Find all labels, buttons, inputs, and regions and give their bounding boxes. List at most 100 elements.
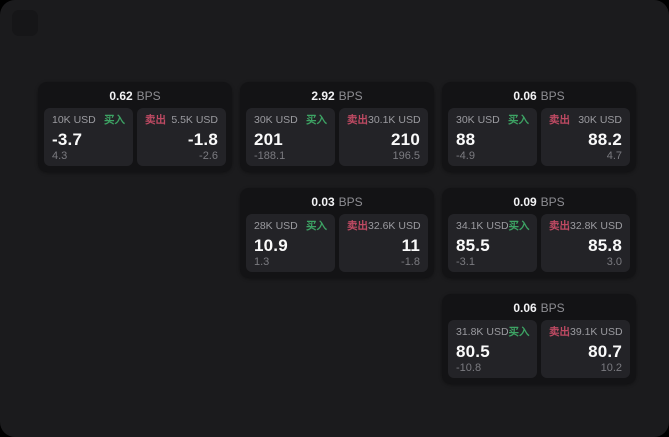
- buy-side-label: 买入: [508, 114, 529, 126]
- buy-side-label: 买入: [104, 114, 125, 126]
- spread-unit: BPS: [540, 89, 565, 103]
- sell-panel-top: 卖出 39.1K USD: [549, 326, 623, 339]
- buy-delta: -3.1: [456, 256, 475, 268]
- quote-card-2: 2.92 BPS 30K USD 买入 201 -188.1 卖出 30.1K U…: [240, 82, 434, 172]
- sell-delta: -2.6: [199, 150, 218, 162]
- buy-side-label: 买入: [306, 114, 327, 126]
- buy-side-label: 买入: [508, 326, 530, 338]
- sell-panel-top: 卖出 30.1K USD: [347, 114, 421, 127]
- quote-card-5: 0.09 BPS 34.1K USD 买入 85.5 -3.1 卖出 32.8K …: [442, 188, 636, 278]
- buy-amount: 34.1K USD: [456, 220, 509, 232]
- sell-amount: 30.1K USD: [368, 114, 421, 126]
- buy-sell-panels: 34.1K USD 买入 85.5 -3.1 卖出 32.8K USD 85.8…: [448, 214, 630, 272]
- sell-delta: -1.8: [401, 256, 420, 268]
- quote-card-3: 0.06 BPS 30K USD 买入 88 -4.9 卖出 30K USD: [442, 82, 636, 172]
- sell-delta: 4.7: [606, 150, 622, 162]
- spread-header: 0.06 BPS: [448, 87, 630, 108]
- buy-price: 80.5: [456, 342, 490, 361]
- spread-header: 0.03 BPS: [246, 193, 428, 214]
- sell-delta: 10.2: [600, 362, 622, 374]
- spread-header: 0.62 BPS: [44, 87, 226, 108]
- sell-amount: 39.1K USD: [570, 326, 623, 338]
- sell-panel-top: 卖出 30K USD: [549, 114, 622, 127]
- buy-panel-top: 31.8K USD 买入: [456, 326, 530, 339]
- sell-side-label: 卖出: [347, 114, 368, 126]
- buy-panel[interactable]: 31.8K USD 买入 80.5 -10.8: [448, 320, 537, 378]
- spread-unit: BPS: [540, 301, 565, 315]
- sell-delta: 3.0: [606, 256, 622, 268]
- sell-panel-top: 卖出 5.5K USD: [145, 114, 218, 127]
- buy-panel-top: 30K USD 买入: [456, 114, 529, 127]
- spread-value: 0.06: [513, 301, 537, 315]
- buy-panel[interactable]: 10K USD 买入 -3.7 4.3: [44, 108, 133, 166]
- buy-panel[interactable]: 30K USD 买入 201 -188.1: [246, 108, 335, 166]
- spread-header: 0.06 BPS: [448, 299, 630, 320]
- buy-delta: -4.9: [456, 150, 475, 162]
- spread-value: 2.92: [311, 89, 335, 103]
- sell-side-label: 卖出: [549, 326, 570, 338]
- buy-panel-top: 10K USD 买入: [52, 114, 125, 127]
- spread-unit: BPS: [540, 195, 565, 209]
- spread-header: 2.92 BPS: [246, 87, 428, 108]
- quote-card-1: 0.62 BPS 10K USD 买入 -3.7 4.3 卖出 5.5K USD: [38, 82, 232, 172]
- spread-unit: BPS: [136, 89, 161, 103]
- sell-amount: 5.5K USD: [171, 114, 218, 126]
- buy-price: -3.7: [52, 130, 83, 149]
- spread-unit: BPS: [338, 195, 363, 209]
- sell-panel[interactable]: 卖出 30K USD 88.2 4.7: [541, 108, 630, 166]
- sell-side-label: 卖出: [549, 220, 570, 232]
- buy-sell-panels: 31.8K USD 买入 80.5 -10.8 卖出 39.1K USD 80.…: [448, 320, 630, 378]
- buy-amount: 28K USD: [254, 220, 298, 232]
- buy-panel-top: 34.1K USD 买入: [456, 220, 530, 233]
- spread-header: 0.09 BPS: [448, 193, 630, 214]
- buy-price: 10.9: [254, 236, 288, 255]
- sell-price: 11: [401, 236, 420, 255]
- buy-delta: 4.3: [52, 150, 68, 162]
- buy-price: 88: [456, 130, 476, 149]
- spread-unit: BPS: [338, 89, 363, 103]
- sell-panel-top: 卖出 32.6K USD: [347, 220, 421, 233]
- buy-price: 85.5: [456, 236, 490, 255]
- sell-panel[interactable]: 卖出 32.8K USD 85.8 3.0: [541, 214, 630, 272]
- sell-amount: 32.6K USD: [368, 220, 421, 232]
- buy-amount: 10K USD: [52, 114, 96, 126]
- sell-price: 85.8: [588, 236, 622, 255]
- quotes-grid: 0.62 BPS 10K USD 买入 -3.7 4.3 卖出 5.5K USD: [38, 82, 636, 384]
- buy-delta: 1.3: [254, 256, 270, 268]
- sell-panel-top: 卖出 32.8K USD: [549, 220, 623, 233]
- buy-side-label: 买入: [306, 220, 327, 232]
- buy-sell-panels: 30K USD 买入 201 -188.1 卖出 30.1K USD 210 1…: [246, 108, 428, 166]
- spread-value: 0.06: [513, 89, 537, 103]
- buy-panel[interactable]: 34.1K USD 买入 85.5 -3.1: [448, 214, 537, 272]
- sell-amount: 32.8K USD: [570, 220, 623, 232]
- sell-price: -1.8: [187, 130, 218, 149]
- spread-value: 0.09: [513, 195, 537, 209]
- buy-delta: -10.8: [456, 362, 482, 374]
- sell-panel[interactable]: 卖出 39.1K USD 80.7 10.2: [541, 320, 630, 378]
- quote-card-6: 0.06 BPS 31.8K USD 买入 80.5 -10.8 卖出 39.1K…: [442, 294, 636, 384]
- buy-amount: 30K USD: [456, 114, 500, 126]
- buy-amount: 31.8K USD: [456, 326, 509, 338]
- buy-panel[interactable]: 30K USD 买入 88 -4.9: [448, 108, 537, 166]
- buy-side-label: 买入: [508, 220, 530, 232]
- quote-card-4: 0.03 BPS 28K USD 买入 10.9 1.3 卖出 32.6K USD: [240, 188, 434, 278]
- sell-side-label: 卖出: [347, 220, 368, 232]
- sell-panel[interactable]: 卖出 32.6K USD 11 -1.8: [339, 214, 428, 272]
- top-left-tile: [12, 10, 38, 36]
- sell-price: 88.2: [588, 130, 622, 149]
- buy-amount: 30K USD: [254, 114, 298, 126]
- buy-panel[interactable]: 28K USD 买入 10.9 1.3: [246, 214, 335, 272]
- buy-price: 201: [254, 130, 283, 149]
- sell-amount: 30K USD: [578, 114, 622, 126]
- buy-sell-panels: 30K USD 买入 88 -4.9 卖出 30K USD 88.2 4.7: [448, 108, 630, 166]
- sell-side-label: 卖出: [145, 114, 166, 126]
- sell-panel[interactable]: 卖出 30.1K USD 210 196.5: [339, 108, 428, 166]
- buy-delta: -188.1: [254, 150, 286, 162]
- sell-delta: 196.5: [392, 150, 420, 162]
- sell-panel[interactable]: 卖出 5.5K USD -1.8 -2.6: [137, 108, 226, 166]
- spread-value: 0.62: [109, 89, 133, 103]
- sell-price: 80.7: [588, 342, 622, 361]
- buy-sell-panels: 10K USD 买入 -3.7 4.3 卖出 5.5K USD -1.8 -2.…: [44, 108, 226, 166]
- sell-side-label: 卖出: [549, 114, 570, 126]
